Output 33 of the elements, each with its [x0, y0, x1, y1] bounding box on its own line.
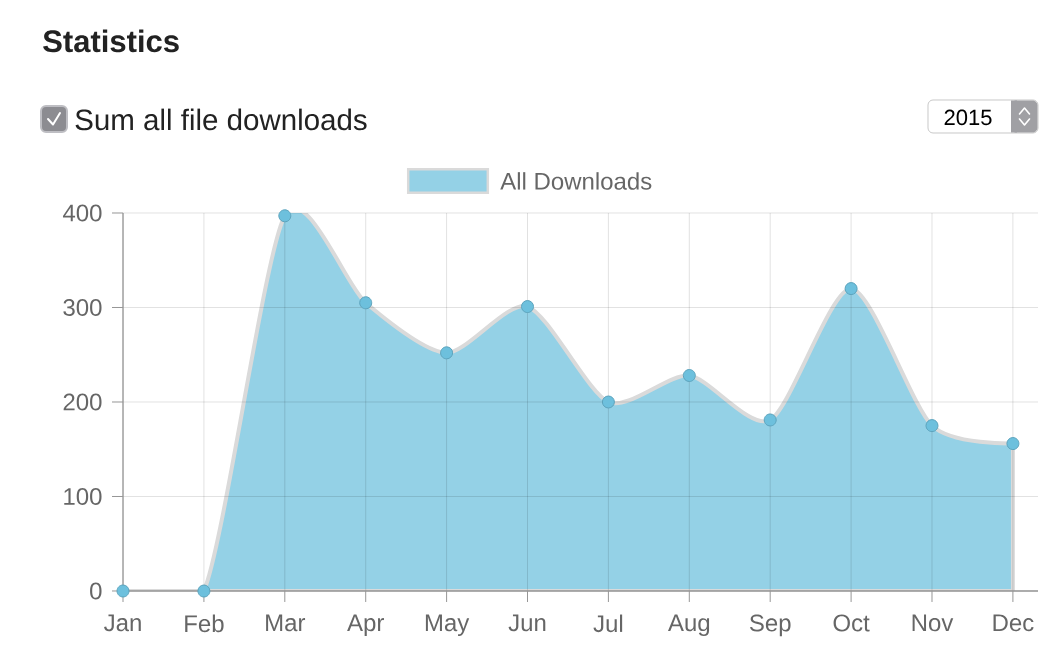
point — [116, 584, 130, 598]
y-tick-label: 0 — [90, 582, 102, 600]
y-tick-label: 400 — [62, 204, 102, 222]
x-tick-label: Sep — [749, 614, 791, 637]
x-tick-label: Apr — [347, 614, 384, 637]
point — [359, 296, 373, 310]
y-tick-label: 100 — [64, 488, 102, 505]
x-tick-label: Nov — [912, 614, 954, 632]
point — [197, 584, 211, 598]
x-tick-label: May — [425, 614, 470, 637]
x-tick-label: Jul — [593, 614, 623, 633]
x-tick-label: Aug — [668, 614, 710, 637]
x-tick-label: Jun — [508, 614, 546, 632]
chart-title: Statistics — [43, 29, 179, 53]
text: All Downloads — [500, 172, 652, 190]
x-tick-label: Feb — [185, 614, 224, 633]
point — [601, 395, 615, 409]
point — [682, 369, 696, 383]
x-tick-label: Dec — [993, 614, 1034, 632]
point — [440, 346, 454, 360]
point — [763, 413, 777, 427]
point — [1006, 437, 1020, 451]
point — [278, 209, 292, 223]
y-tick-label: 300 — [63, 299, 102, 316]
x-tick-label: Jan — [104, 614, 141, 632]
y-tick-label: 200 — [63, 393, 102, 411]
point — [521, 300, 534, 314]
text: 2015 — [944, 109, 992, 126]
point — [844, 282, 858, 296]
text: Sum all file downloads — [75, 108, 367, 131]
point — [925, 419, 939, 433]
x-tick-label: Oct — [833, 614, 870, 632]
x-tick-label: Mar — [266, 614, 306, 632]
